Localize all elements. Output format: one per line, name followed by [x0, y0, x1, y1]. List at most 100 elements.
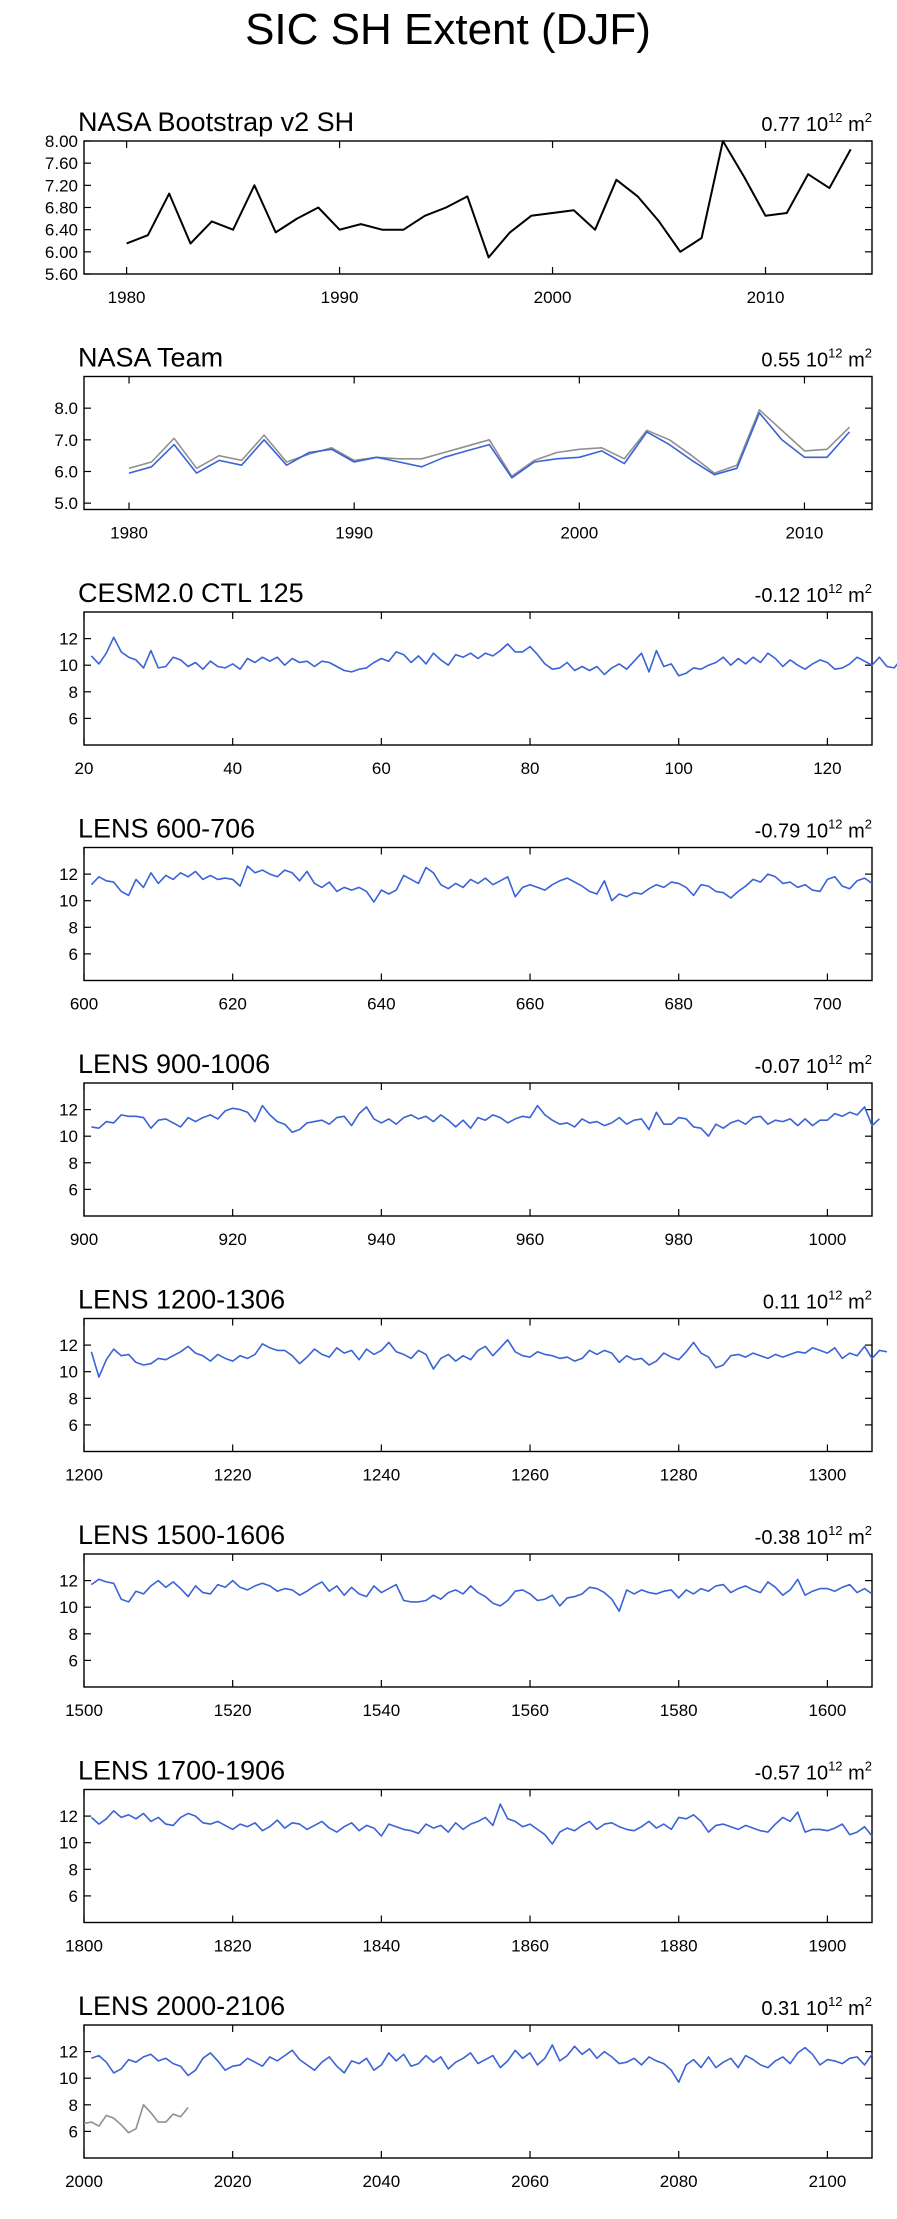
trend-trend-unit-base: 10	[800, 821, 828, 843]
y-tick-label: 12	[59, 1807, 78, 1826]
trend-label: 0.31 1012 m2	[761, 1994, 872, 2020]
trend-trend-unit-base: 10	[800, 114, 828, 136]
x-tick-label: 2040	[362, 2172, 400, 2191]
y-tick-label: 12	[59, 865, 78, 884]
y-tick-label: 6.00	[45, 243, 78, 262]
y-tick-label: 10	[59, 656, 78, 675]
x-tick-label: 620	[218, 995, 246, 1014]
y-tick-label: 5.0	[54, 494, 78, 513]
panel-title: LENS 2000-2106	[78, 1991, 285, 2021]
x-tick-label: 1580	[660, 1701, 698, 1720]
y-tick-label: 12	[59, 630, 78, 649]
x-tick-label: 1820	[214, 1937, 252, 1956]
trend-trend-unit-exp2: 2	[865, 110, 872, 125]
trend-trend: -0.38	[755, 1527, 801, 1549]
trend-trend-unit-exp: 12	[828, 346, 842, 361]
panel-title: LENS 900-1006	[78, 1049, 270, 1079]
x-tick-label: 1990	[335, 524, 373, 543]
y-tick-label: 10	[59, 1363, 78, 1382]
trend-trend-unit-base: 10	[800, 1056, 828, 1078]
trend-label: -0.38 1012 m2	[755, 1523, 872, 1549]
x-tick-label: 920	[218, 1230, 246, 1249]
y-tick-label: 12	[59, 2043, 78, 2062]
trend-trend-unit-exp: 12	[828, 1288, 842, 1303]
y-tick-label: 6	[69, 1651, 78, 1670]
y-tick-label: 7.20	[45, 176, 78, 195]
plot-frame	[83, 2024, 873, 2159]
x-tick-label: 1860	[511, 1937, 549, 1956]
trend-label: 0.11 1012 m2	[763, 1288, 872, 1314]
x-tick-label: 660	[516, 995, 544, 1014]
trend-trend-unit-exp: 12	[828, 1759, 842, 1774]
trend-trend-unit-base: 10	[800, 585, 828, 607]
y-tick-label: 6	[69, 1887, 78, 1906]
panel-title: CESM2.0 CTL 125	[78, 578, 304, 608]
trend-trend: -0.07	[755, 1056, 801, 1078]
y-tick-label: 8	[69, 1154, 78, 1173]
x-tick-label: 1260	[511, 1466, 549, 1485]
trend-trend-unit-exp: 12	[828, 1523, 842, 1538]
trend-trend: 0.31	[761, 1998, 800, 2020]
y-tick-label: 12	[59, 1336, 78, 1355]
y-tick-label: 6	[69, 1180, 78, 1199]
x-tick-label: 980	[665, 1230, 693, 1249]
y-tick-label: 10	[59, 892, 78, 911]
y-tick-label: 6	[69, 709, 78, 728]
trend-trend-unit-exp: 12	[828, 110, 842, 125]
x-tick-label: 680	[665, 995, 693, 1014]
y-tick-label: 8	[69, 918, 78, 937]
y-tick-label: 12	[59, 1101, 78, 1120]
plot-frame	[83, 1082, 873, 1217]
x-tick-label: 1800	[65, 1937, 103, 1956]
trend-label: 0.77 1012 m2	[761, 110, 872, 136]
panel-title: LENS 1200-1306	[78, 1285, 285, 1315]
series-line-lens	[91, 1104, 880, 1137]
trend-trend-unit-exp: 12	[828, 1052, 842, 1067]
y-tick-label: 6	[69, 1416, 78, 1435]
x-tick-label: 1000	[808, 1230, 846, 1249]
x-tick-label: 1980	[108, 288, 146, 307]
x-tick-label: 2080	[660, 2172, 698, 2191]
trend-trend-unit-tail: m	[843, 1292, 865, 1314]
trend-trend-unit-exp2: 2	[865, 581, 872, 596]
trend-trend-unit-exp: 12	[828, 1994, 842, 2009]
y-tick-label: 6	[69, 945, 78, 964]
x-tick-label: 1240	[362, 1466, 400, 1485]
trend-trend: -0.79	[755, 821, 801, 843]
x-tick-label: 120	[813, 759, 841, 778]
trend-label: -0.12 1012 m2	[755, 581, 872, 607]
x-tick-label: 600	[70, 995, 98, 1014]
panel-title: NASA Bootstrap v2 SH	[78, 107, 354, 137]
chart-panel-2: NASA Team 0.55 1012 m2 1980 1990 2000 2010 5.0…	[54, 343, 873, 543]
trend-trend-unit-tail: m	[843, 1998, 865, 2020]
plot-frame	[83, 375, 873, 511]
x-tick-label: 1840	[362, 1937, 400, 1956]
trend-trend: 0.77	[761, 114, 800, 136]
trend-trend-unit-tail: m	[843, 1763, 865, 1785]
x-tick-label: 2060	[511, 2172, 549, 2191]
panel-title: LENS 600-706	[78, 814, 255, 844]
trend-label: -0.57 1012 m2	[755, 1759, 872, 1785]
x-tick-label: 1900	[808, 1937, 846, 1956]
y-tick-label: 10	[59, 1127, 78, 1146]
x-tick-label: 900	[70, 1230, 98, 1249]
series-line-lens	[90, 1578, 873, 1612]
series-line-bootstrap	[83, 2104, 189, 2134]
x-tick-label: 2000	[65, 2172, 103, 2191]
y-tick-label: 7.60	[45, 154, 78, 173]
trend-trend-unit-exp2: 2	[865, 1994, 872, 2009]
y-tick-label: 8	[69, 683, 78, 702]
trend-label: 0.55 1012 m2	[761, 346, 872, 372]
y-tick-label: 8	[69, 1625, 78, 1644]
x-tick-label: 1990	[321, 288, 359, 307]
x-tick-label: 40	[223, 759, 242, 778]
y-tick-label: 10	[59, 1834, 78, 1853]
x-tick-label: 700	[813, 995, 841, 1014]
